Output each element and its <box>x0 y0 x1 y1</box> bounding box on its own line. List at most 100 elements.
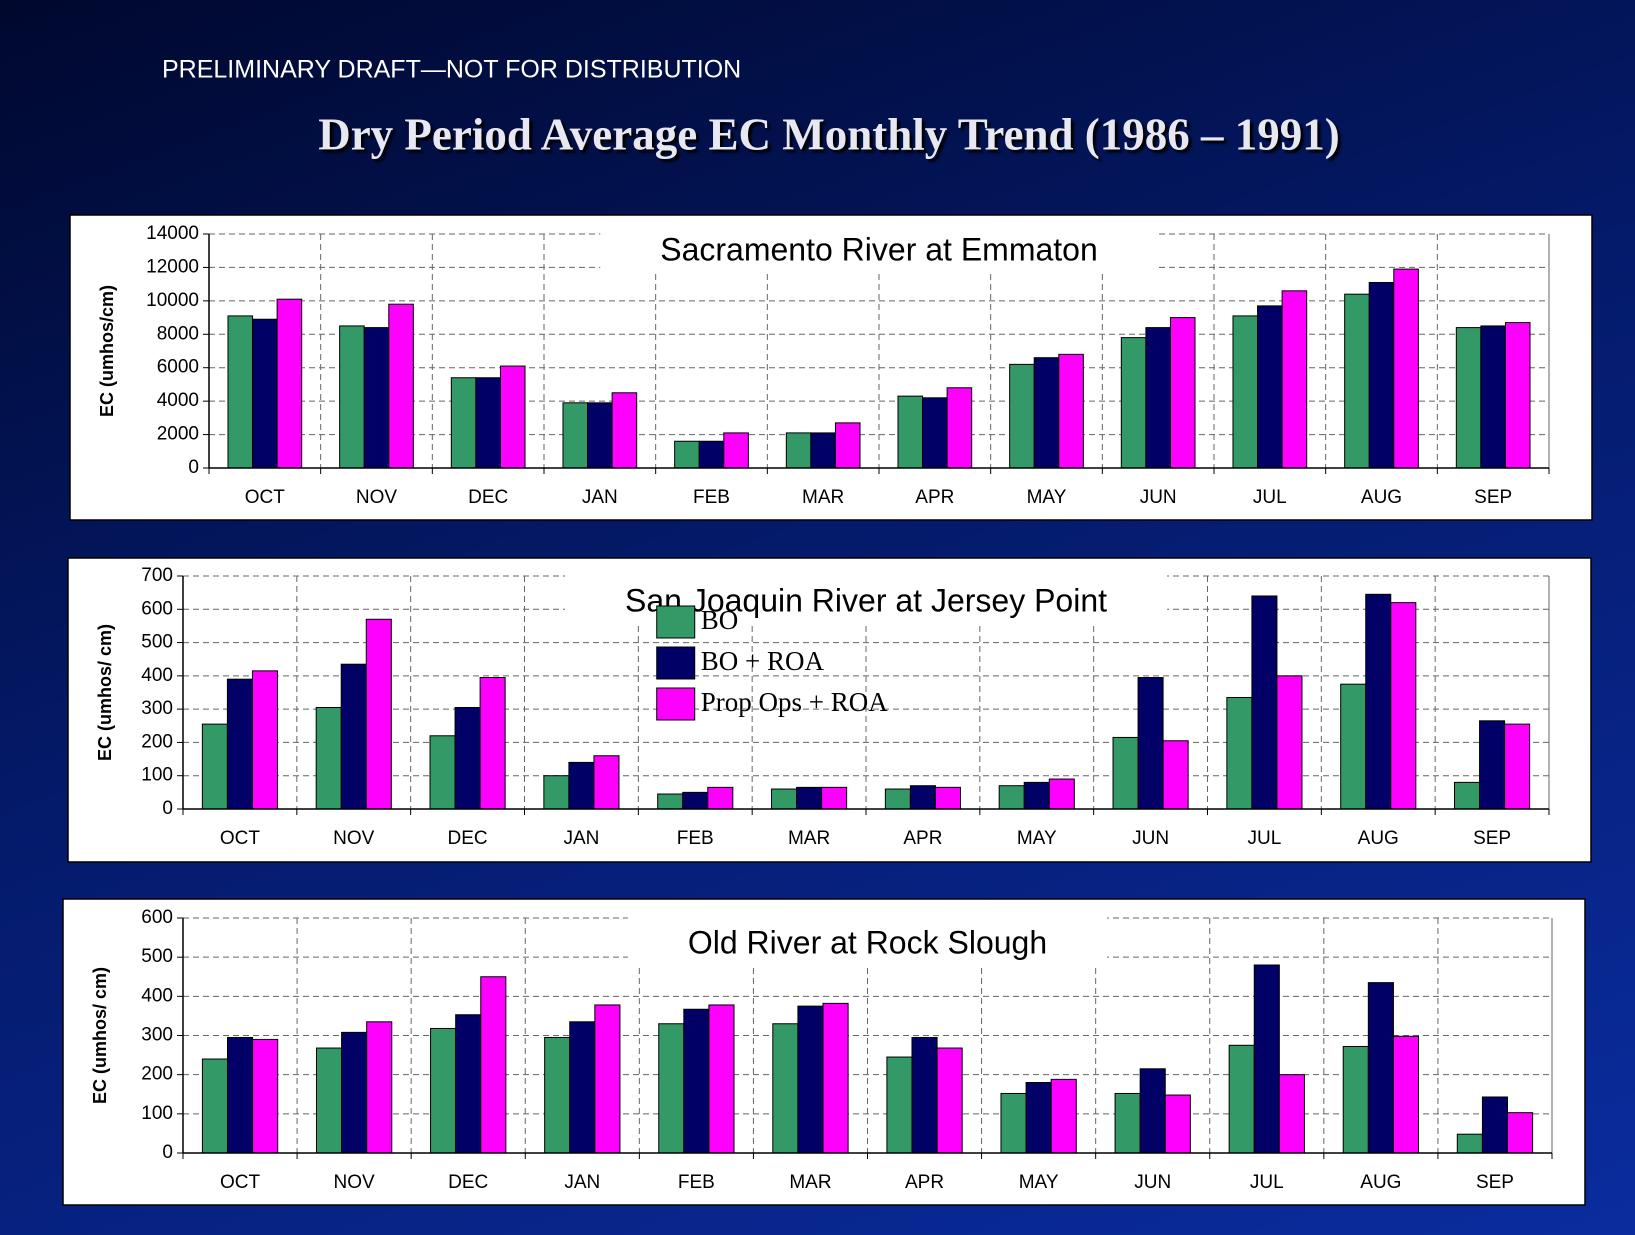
legend-swatch <box>656 687 696 721</box>
bar <box>594 1004 621 1154</box>
x-tick-label: SEP <box>1476 1172 1514 1193</box>
bar <box>698 440 725 469</box>
bar <box>201 1058 228 1154</box>
bar <box>810 432 836 469</box>
bar <box>772 1023 799 1154</box>
y-axis-label: EC (umhos/ cm) <box>90 967 110 1104</box>
x-tick-label: MAR <box>789 1172 831 1193</box>
bar <box>388 303 414 469</box>
bar <box>1390 602 1417 810</box>
x-tick-label: JAN <box>563 828 599 849</box>
bar <box>674 440 700 469</box>
bar <box>707 786 734 810</box>
y-tick-label: 400 <box>141 985 173 1006</box>
bar <box>785 432 812 469</box>
bar <box>611 392 638 469</box>
bar <box>998 785 1025 810</box>
bar <box>201 723 228 810</box>
bar <box>909 785 936 810</box>
bar <box>365 618 392 810</box>
bar <box>658 1023 685 1154</box>
bar <box>562 402 589 469</box>
bar <box>1393 268 1419 469</box>
bar <box>315 1047 343 1154</box>
bar <box>1368 281 1395 469</box>
bar <box>1009 363 1035 469</box>
bar <box>339 325 365 469</box>
bar <box>227 315 254 469</box>
bar <box>1058 353 1084 469</box>
bar <box>1481 1096 1509 1154</box>
bar <box>1480 325 1506 469</box>
bar <box>1023 781 1050 810</box>
x-tick-label: JAN <box>564 1172 600 1193</box>
bar <box>341 1031 368 1154</box>
bar <box>450 377 477 469</box>
y-tick-label: 100 <box>141 1103 173 1124</box>
y-axis-label: EC (umhos/ cm) <box>95 624 115 761</box>
x-tick-label: APR <box>905 1172 944 1193</box>
y-tick-label: 200 <box>141 1064 173 1085</box>
bar <box>1120 337 1147 469</box>
y-tick-label: 0 <box>162 798 173 819</box>
bar <box>1257 305 1283 469</box>
bar <box>226 1036 254 1154</box>
x-tick-label: MAY <box>1027 487 1067 508</box>
legend-label: BO <box>701 605 739 635</box>
y-tick-label: 300 <box>141 698 173 719</box>
x-tick-label: OCT <box>220 1172 261 1193</box>
bar <box>480 976 507 1154</box>
bar <box>479 677 506 810</box>
slide-title: Dry Period Average EC Monthly Trend (198… <box>318 109 1340 159</box>
bar <box>897 395 924 469</box>
y-tick-label: 300 <box>141 1025 173 1046</box>
y-tick-label: 8000 <box>157 323 199 344</box>
bar <box>1226 696 1253 810</box>
y-tick-label: 400 <box>141 665 173 686</box>
x-tick-label: OCT <box>220 828 261 849</box>
bar <box>569 1021 596 1154</box>
bar <box>1365 593 1392 810</box>
legend-label: Prop Ops + ROA <box>701 687 888 717</box>
bar <box>568 761 595 810</box>
bar <box>1278 1074 1305 1154</box>
y-tick-label: 600 <box>141 907 173 928</box>
bar <box>429 735 456 810</box>
bar <box>1112 736 1139 810</box>
bar <box>657 793 684 810</box>
bar <box>340 663 367 810</box>
bar <box>911 1036 938 1154</box>
bar <box>708 1004 735 1154</box>
bar <box>946 387 973 469</box>
bar <box>499 365 526 469</box>
bar <box>543 775 570 810</box>
x-tick-label: JAN <box>582 487 618 508</box>
bar <box>226 678 253 810</box>
bar <box>1344 293 1370 469</box>
bar <box>796 786 823 810</box>
bar <box>1367 982 1394 1154</box>
bar <box>1251 595 1278 810</box>
y-tick-label: 4000 <box>157 390 199 411</box>
bar <box>821 786 848 810</box>
x-tick-label: JUL <box>1250 1172 1284 1193</box>
x-tick-label: SEP <box>1474 487 1512 508</box>
x-tick-label: JUN <box>1140 487 1177 508</box>
y-tick-label: 200 <box>141 731 173 752</box>
y-tick-label: 500 <box>141 632 173 653</box>
bar <box>771 788 798 810</box>
bar <box>1139 1068 1166 1154</box>
x-tick-label: AUG <box>1358 828 1399 849</box>
x-tick-label: FEB <box>677 828 714 849</box>
bar <box>936 1047 963 1154</box>
bar <box>723 432 749 469</box>
y-tick-label: 10000 <box>146 290 199 311</box>
x-tick-label: NOV <box>334 1172 376 1193</box>
chart-title-bg <box>627 917 1108 966</box>
x-tick-label: MAY <box>1017 828 1057 849</box>
bar <box>1342 1045 1369 1154</box>
bar <box>430 1027 457 1154</box>
legend-swatch <box>656 646 696 680</box>
x-tick-label: APR <box>915 487 954 508</box>
bar <box>1454 781 1481 810</box>
